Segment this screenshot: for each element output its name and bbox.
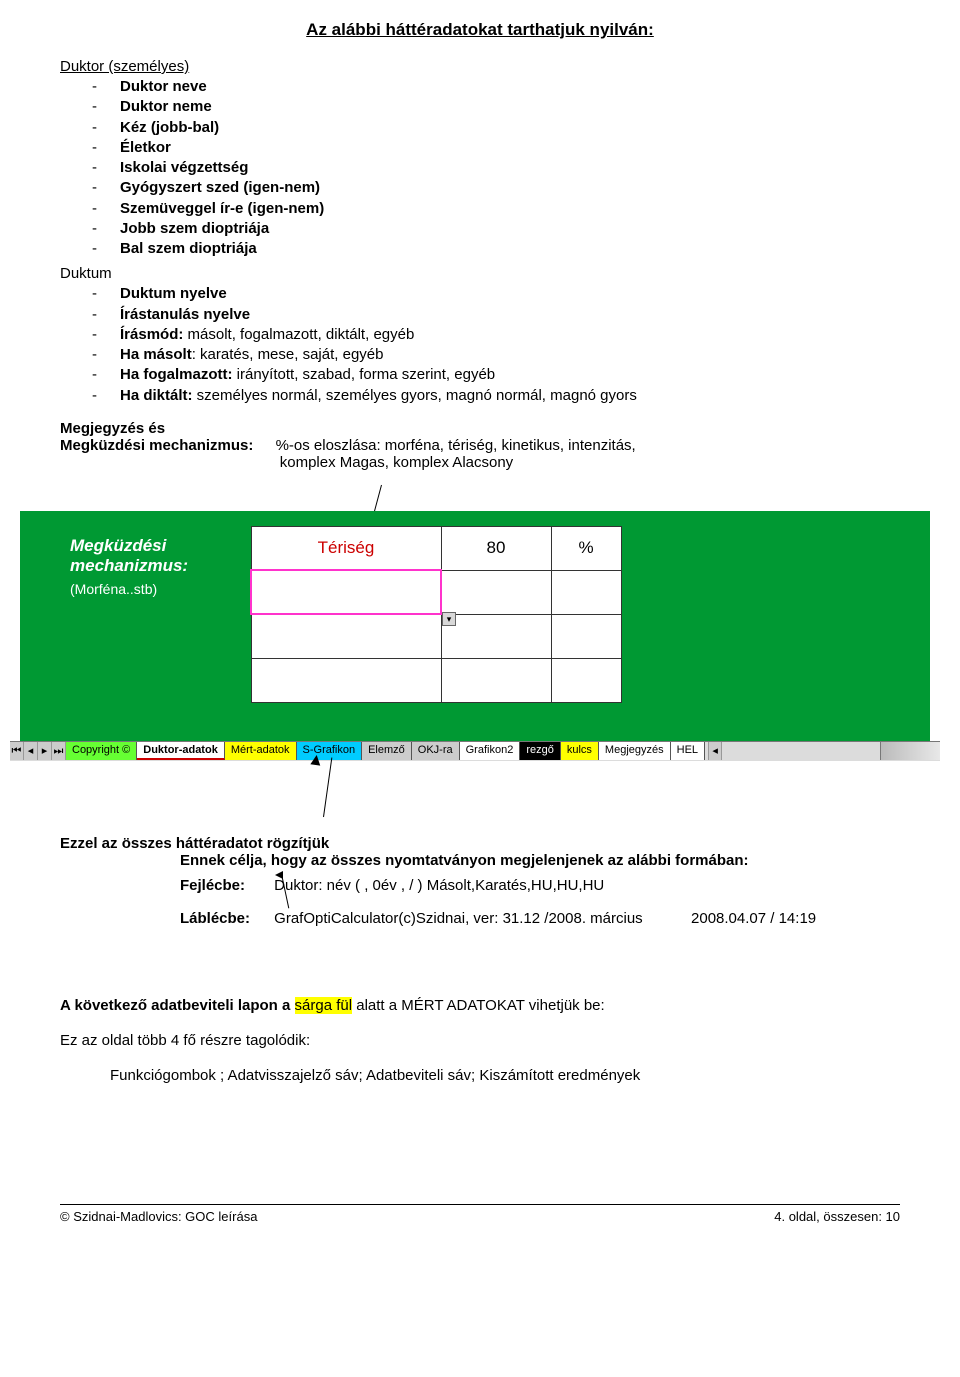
next-p3: Funkciógombok ; Adatvisszajelző sáv; Ada… bbox=[110, 1067, 900, 1084]
grid-cell-value[interactable]: 80 bbox=[441, 526, 551, 570]
sheet-tabstrip: ⏮◂▸⏭Copyright ©Duktor-adatokMért-adatokS… bbox=[10, 741, 940, 761]
sheet-tab[interactable]: S-Grafikon bbox=[297, 742, 363, 760]
grid-cell[interactable] bbox=[441, 570, 551, 614]
sheet-tab[interactable]: Mért-adatok bbox=[225, 742, 297, 760]
grid-cell-type[interactable]: Tériség bbox=[251, 526, 441, 570]
panel-grid: Tériség 80 % bbox=[250, 526, 622, 703]
lablec-value-2: 2008.04.07 / 14:19 bbox=[691, 910, 816, 927]
list-item: Jobb szem dioptriája bbox=[120, 220, 269, 237]
list-item: Duktor neme bbox=[120, 98, 212, 115]
list-item-t: : karatés, mese, saját, egyéb bbox=[192, 346, 384, 363]
list-duktum: Duktum nyelve Írástanulás nyelve Írásmód… bbox=[60, 284, 900, 406]
next-p1a: A következő adatbeviteli lapon a bbox=[60, 997, 295, 1014]
sheet-tab[interactable]: Elemző bbox=[362, 742, 412, 760]
footer-left: © Szidnai-Madlovics: GOC leírása bbox=[60, 1209, 257, 1224]
sheet-tab[interactable]: Megjegyzés bbox=[599, 742, 671, 760]
sheet-tab[interactable]: HEL bbox=[671, 742, 705, 760]
grid-cell bbox=[551, 570, 621, 614]
list-item-b: Ha másolt bbox=[120, 346, 192, 363]
arrow-2-line bbox=[323, 757, 332, 817]
next-p1-highlight: sárga fül bbox=[295, 997, 353, 1014]
list-item-t: másolt, fogalmazott, diktált, egyéb bbox=[183, 326, 414, 343]
megj-body-2: komplex Magas, komplex Alacsony bbox=[280, 454, 513, 471]
dropdown-icon[interactable]: ▾ bbox=[442, 612, 456, 626]
tab-scroll-left-icon[interactable]: ◂ bbox=[708, 742, 722, 760]
arrow-2-head-icon bbox=[310, 754, 321, 765]
list-item: Bal szem dioptriája bbox=[120, 240, 257, 257]
grid-cell bbox=[551, 658, 621, 702]
grid-cell[interactable] bbox=[441, 658, 551, 702]
after-line1: Ezzel az összes háttéradatot rögzítjük bbox=[60, 835, 900, 852]
list-item-t: irányított, szabad, forma szerint, egyéb bbox=[233, 366, 496, 383]
list-item-b: Írásmód: bbox=[120, 326, 183, 343]
grid-cell[interactable] bbox=[251, 614, 441, 658]
megj-body-1: %-os eloszlása: morféna, tériség, kineti… bbox=[276, 437, 636, 454]
fejlec-value: Duktor: név ( , 0év , / ) Másolt,Karatés… bbox=[274, 877, 604, 894]
lablec-value-1: GrafOptiCalculator(c)Szidnai, ver: 31.12… bbox=[274, 910, 643, 927]
footer-right: 4. oldal, összesen: 10 bbox=[774, 1209, 900, 1224]
list-item: Iskolai végzettség bbox=[120, 159, 248, 176]
page-title: Az alábbi háttéradatokat tarthatjuk nyil… bbox=[60, 20, 900, 40]
fejlec-label: Fejlécbe: bbox=[180, 877, 270, 894]
tab-nav-next-icon[interactable]: ▸ bbox=[38, 742, 52, 760]
next-p1b: alatt a MÉRT ADATOKAT vihetjük be: bbox=[352, 997, 605, 1014]
list-item: Gyógyszert szed (igen-nem) bbox=[120, 179, 320, 196]
sheet-tab[interactable]: Grafikon2 bbox=[460, 742, 521, 760]
list-item-t: személyes normál, személyes gyors, magnó… bbox=[193, 387, 637, 404]
megj-label-2: Megküzdési mechanizmus: bbox=[60, 437, 253, 454]
sheet-tab[interactable]: Duktor-adatok bbox=[137, 742, 225, 760]
grid-cell[interactable] bbox=[251, 658, 441, 702]
grid-cell-selected[interactable] bbox=[251, 570, 441, 614]
scrollbar-icon[interactable] bbox=[880, 742, 940, 760]
list-item-b: Ha diktált: bbox=[120, 387, 193, 404]
list-item: Írástanulás nyelve bbox=[120, 306, 250, 323]
list-duktor: Duktor neve Duktor neme Kéz (jobb-bal) É… bbox=[60, 77, 900, 259]
list-item: Kéz (jobb-bal) bbox=[120, 119, 219, 136]
list-item-b: Ha fogalmazott: bbox=[120, 366, 233, 383]
section-duktor-head: Duktor (személyes) bbox=[60, 58, 900, 75]
grid-cell bbox=[551, 614, 621, 658]
sheet-tab[interactable]: Copyright © bbox=[66, 742, 137, 760]
panel-side-label: Megküzdésimechanizmus: bbox=[70, 536, 188, 577]
list-item: Életkor bbox=[120, 139, 171, 156]
panel-side-sub: (Morféna..stb) bbox=[70, 581, 157, 597]
page-footer: © Szidnai-Madlovics: GOC leírása 4. olda… bbox=[60, 1204, 900, 1224]
sheet-tab[interactable]: kulcs bbox=[561, 742, 599, 760]
lablec-label: Láblécbe: bbox=[180, 910, 270, 927]
megj-label-1: Megjegyzés és bbox=[60, 420, 165, 437]
tab-nav-last-icon[interactable]: ⏭ bbox=[52, 742, 66, 760]
list-item: Szemüveggel ír-e (igen-nem) bbox=[120, 200, 324, 217]
grid-cell[interactable] bbox=[441, 614, 551, 658]
section-duktum-head: Duktum bbox=[60, 265, 900, 282]
next-p2: Ez az oldal több 4 fő részre tagolódik: bbox=[60, 1032, 900, 1049]
after-line2: Ennek célja, hogy az összes nyomtatványo… bbox=[180, 852, 900, 869]
grid-cell-unit: % bbox=[551, 526, 621, 570]
tab-nav-prev-icon[interactable]: ◂ bbox=[24, 742, 38, 760]
tab-nav-first-icon[interactable]: ⏮ bbox=[10, 742, 24, 760]
sheet-tab[interactable]: OKJ-ra bbox=[412, 742, 460, 760]
list-item: Duktor neve bbox=[120, 78, 207, 95]
sheet-tab[interactable]: rezgő bbox=[520, 742, 561, 760]
list-item: Duktum nyelve bbox=[120, 285, 227, 302]
